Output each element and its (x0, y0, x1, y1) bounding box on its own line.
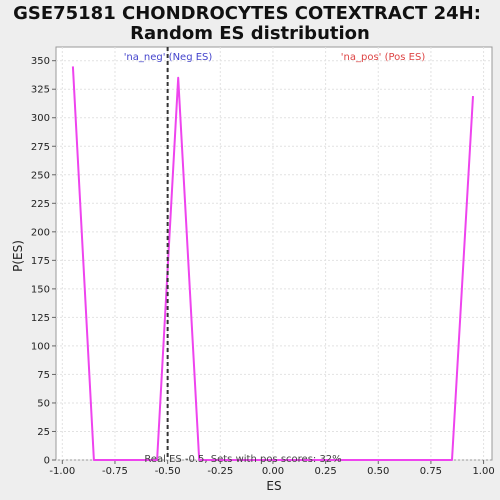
x-tick-label: -0.25 (207, 466, 233, 477)
y-tick-label: 175 (31, 256, 50, 267)
y-tick-label: 100 (31, 341, 50, 352)
x-tick-label: -0.50 (155, 466, 181, 477)
y-tick-label: 150 (31, 284, 50, 295)
x-tick-label: 0.50 (367, 466, 389, 477)
x-tick-label: 1.00 (472, 466, 494, 477)
y-tick-label: 50 (37, 398, 50, 409)
x-axis-label: ES (266, 479, 281, 493)
y-tick-label: 0 (44, 456, 50, 467)
footer-annotation: Real ES -0.5, Sets with pos scores: 32% (144, 454, 341, 465)
chart-title-line-1: GSE75181 CHONDROCYTES COTEXTRACT 24H: (13, 3, 481, 24)
y-tick-label: 200 (31, 227, 50, 238)
plot-area (55, 46, 493, 461)
grid (56, 47, 492, 461)
neg-es-label: 'na_neg' (Neg ES) (124, 52, 213, 63)
y-tick-label: 325 (31, 85, 50, 96)
y-axis-label: P(ES) (11, 240, 25, 272)
series-layer (71, 66, 474, 461)
y-tick-label: 250 (31, 170, 50, 181)
y-tick-label: 350 (31, 56, 50, 67)
pos-es-label: 'na_pos' (Pos ES) (341, 52, 426, 63)
x-tick-label: 0.75 (420, 466, 442, 477)
chart-title-line-2: Random ES distribution (130, 23, 370, 44)
y-tick-label: 275 (31, 142, 50, 153)
y-tick-label: 75 (37, 370, 50, 381)
y-tick-label: 300 (31, 113, 50, 124)
y-tick-label: 25 (37, 427, 50, 438)
y-tick-label: 225 (31, 199, 50, 210)
x-tick-label: 0.00 (262, 466, 284, 477)
series-line (71, 66, 474, 461)
x-tick-label: -0.75 (102, 466, 128, 477)
y-tick-label: 125 (31, 313, 50, 324)
y-axis: 0 25 50 75 100 125 150 175 200 225 250 275 300 325 350 (31, 56, 56, 467)
x-tick-label: -1.00 (49, 466, 75, 477)
x-tick-label: 0.25 (314, 466, 336, 477)
